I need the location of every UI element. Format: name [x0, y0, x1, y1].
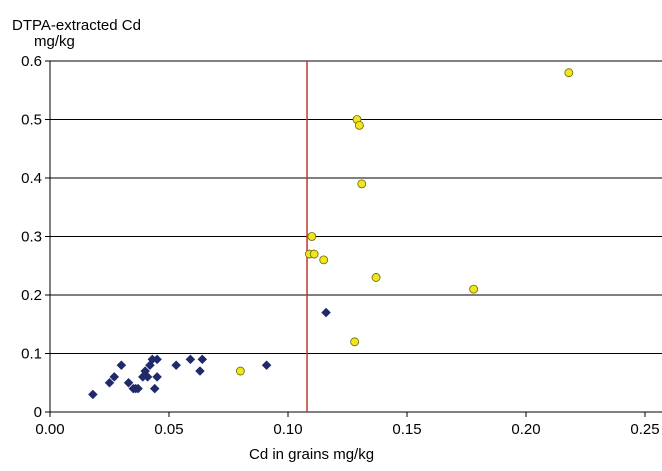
x-tick-label: 0.15: [392, 421, 421, 438]
x-tick-label: 0.20: [511, 421, 540, 438]
y-tick-label: 0.1: [21, 346, 42, 363]
diamond-point: [152, 354, 162, 365]
diamond-point: [123, 377, 134, 388]
y-tick-label: 0.4: [21, 170, 42, 187]
y-axis-label-line1: DTPA-extracted Cd: [12, 17, 141, 34]
diamond-point: [149, 383, 160, 394]
y-tick-label: 0: [34, 404, 42, 421]
x-axis-label: Cd in grains mg/kg: [249, 446, 375, 463]
circle-point: [357, 179, 367, 189]
x-tick-label: 0.05: [154, 421, 183, 438]
circle-point: [354, 120, 364, 130]
circle-point: [564, 68, 574, 78]
diamond-point: [142, 372, 153, 382]
diamond-point: [185, 354, 196, 365]
y-tick-label: 0.5: [21, 112, 42, 129]
y-tick-label: 0.6: [21, 53, 42, 70]
diamond-point: [195, 366, 205, 376]
diamond-point: [116, 360, 127, 371]
diamond-point: [261, 360, 272, 371]
circle-point: [307, 232, 317, 241]
circle-point: [469, 284, 479, 294]
diamond-point: [87, 389, 98, 400]
diamond-point: [133, 383, 143, 394]
x-tick-label: 0.00: [35, 421, 64, 438]
x-tick-label: 0.25: [630, 421, 659, 438]
circle-point: [309, 249, 319, 259]
y-tick-label: 0.3: [21, 229, 42, 246]
diamond-point: [321, 307, 331, 318]
y-axis-label-line2: mg/kg: [34, 33, 75, 50]
diamond-point: [104, 377, 115, 388]
diamond-point: [152, 372, 162, 382]
circle-point: [319, 255, 329, 265]
circle-point: [371, 273, 381, 282]
circle-point: [350, 337, 360, 347]
diamond-point: [109, 372, 120, 382]
y-axis-label: DTPA-extracted Cd mg/kg: [12, 18, 141, 50]
diamond-point: [171, 360, 181, 371]
x-tick-label: 0.10: [273, 421, 302, 438]
circle-point: [235, 366, 245, 376]
diamond-point: [197, 354, 208, 365]
y-tick-label: 0.2: [21, 287, 42, 304]
